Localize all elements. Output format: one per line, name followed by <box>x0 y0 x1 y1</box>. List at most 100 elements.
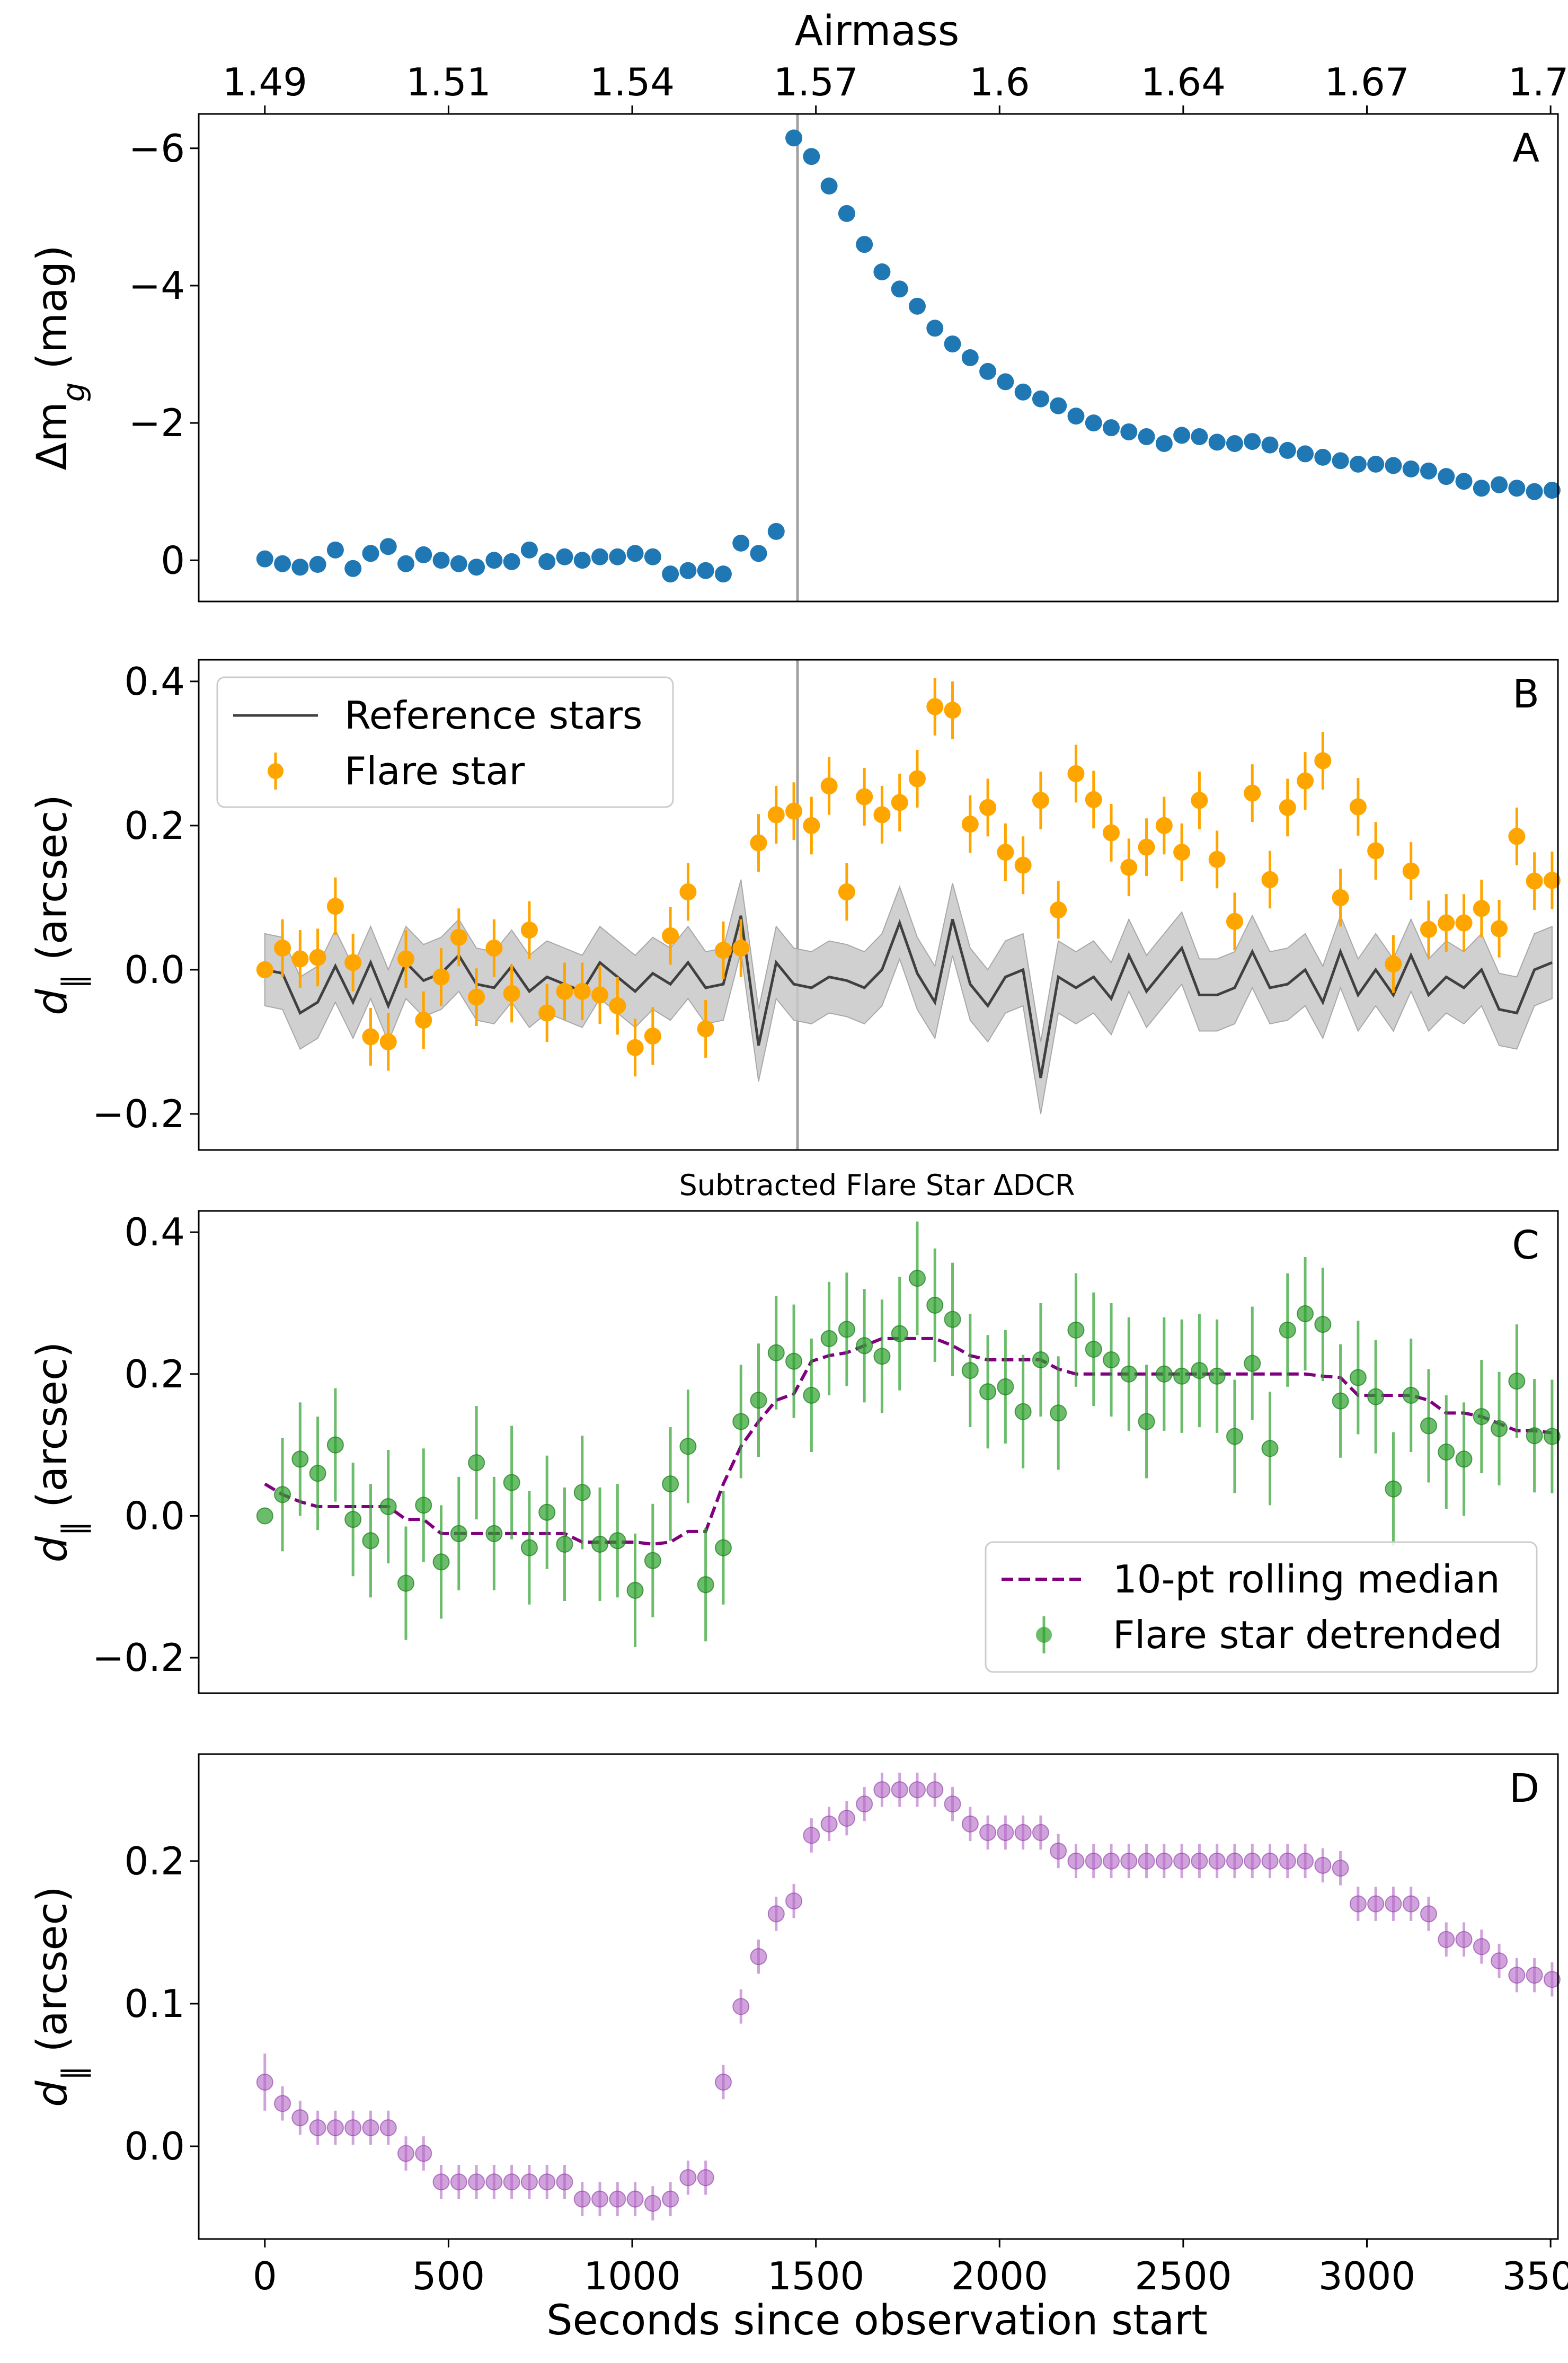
magnitude-point <box>732 534 750 552</box>
flare-star-point <box>1050 901 1067 919</box>
magnitude-point <box>1014 383 1032 401</box>
smoothed-point <box>1067 1852 1085 1870</box>
smoothed-point <box>838 1810 855 1827</box>
detrended-point <box>873 1348 891 1365</box>
smoothed-point <box>538 2173 556 2191</box>
flare-star-point <box>344 954 362 971</box>
magnitude-point <box>1332 452 1349 470</box>
panel-d-xtick-label: 2500 <box>1135 2254 1232 2298</box>
detrended-point <box>1402 1386 1420 1404</box>
flare-star-point <box>362 1028 379 1046</box>
legend-detrended-label: Flare star detrended <box>1113 1613 1502 1657</box>
detrended-point <box>1085 1340 1102 1358</box>
panel-d-xtick-label: 1500 <box>767 2254 864 2298</box>
magnitude-point <box>503 553 520 570</box>
flare-star-point <box>573 983 591 1000</box>
smoothed-point <box>979 1824 997 1842</box>
smoothed-point <box>1155 1852 1173 1870</box>
magnitude-point <box>750 545 767 562</box>
detrended-point <box>732 1413 750 1430</box>
smoothed-point <box>1014 1824 1032 1842</box>
flare-star-point <box>1349 798 1367 816</box>
panel-b-label: B <box>1512 671 1539 717</box>
panel-a-ytick-label: 0 <box>161 538 185 582</box>
flare-star-point <box>714 942 732 959</box>
flare-star-point <box>520 922 538 939</box>
magnitude-point <box>767 523 785 540</box>
detrended-point <box>1473 1408 1490 1426</box>
magnitude-point <box>520 541 538 559</box>
magnitude-point <box>256 550 273 568</box>
panel-b-frame <box>198 659 1559 1151</box>
panel-b-ytick-label: 0.0 <box>124 948 185 992</box>
flare-star-point <box>450 928 467 946</box>
smoothed-point <box>944 1795 961 1813</box>
detrended-point <box>1173 1367 1191 1385</box>
flare-star-point <box>908 770 926 787</box>
detrended-point <box>838 1321 855 1338</box>
flare-star-point <box>1014 856 1032 874</box>
smoothed-point <box>415 2145 432 2162</box>
panel-d-xtick-label: 3000 <box>1318 2254 1415 2298</box>
flare-star-point <box>1420 921 1437 938</box>
smoothed-point <box>1297 1852 1314 1870</box>
detrended-point <box>485 1525 503 1542</box>
magnitude-point <box>1297 445 1314 463</box>
flare-star-point <box>291 950 309 968</box>
smoothed-point <box>1120 1852 1138 1870</box>
magnitude-point <box>1491 476 1508 493</box>
detrended-point <box>556 1535 573 1553</box>
figure-annotations: Airmass Subtracted Flare Star ΔDCR Secon… <box>546 7 1208 2344</box>
magnitude-point <box>609 548 626 565</box>
legend-reference-label: Reference stars <box>344 693 642 738</box>
smoothed-point <box>750 1948 767 1966</box>
detrended-point <box>274 1486 291 1503</box>
magnitude-point <box>1120 423 1138 440</box>
top-axis-title: Airmass <box>795 7 960 55</box>
magnitude-point <box>785 129 803 147</box>
magnitude-point <box>1385 457 1402 474</box>
smoothed-point <box>626 2190 644 2208</box>
panel-d-ytick-label: 0.2 <box>124 1839 185 1883</box>
flare-star-point <box>1367 842 1385 860</box>
panel-d: 0.0 0.1 0.2 d∥ (arcsec) 0 500 1000 1500 2000 2500… <box>29 1753 1568 2298</box>
panel-c-ylabel: d∥ (arcsec) <box>29 1342 92 1563</box>
smoothed-point <box>961 1815 979 1833</box>
magnitude-point <box>1103 419 1120 437</box>
flare-star-point <box>591 986 609 1004</box>
smoothed-point <box>432 2173 450 2191</box>
top-axis-tick-label: 1.64 <box>1141 60 1226 104</box>
magnitude-point <box>856 236 873 253</box>
flare-star-point <box>856 788 873 806</box>
detrended-point <box>326 1436 344 1454</box>
smoothed-point <box>679 2169 697 2187</box>
detrended-point <box>926 1296 944 1314</box>
panel-d-ytick-label: 0.0 <box>124 2124 185 2169</box>
flare-star-point <box>326 898 344 915</box>
flare-star-point <box>1085 791 1102 808</box>
magnitude-point <box>1438 468 1455 485</box>
flare-star-point <box>1543 872 1561 889</box>
flare-star-point <box>979 799 997 816</box>
detrended-point <box>1208 1367 1226 1385</box>
panel-b-ylabel: d∥ (arcsec) <box>29 794 92 1015</box>
smoothed-point <box>591 2190 609 2208</box>
smoothed-point <box>1402 1895 1420 1913</box>
flare-star-point <box>1385 955 1402 973</box>
magnitude-point <box>891 280 908 298</box>
flare-star-point <box>750 834 767 852</box>
smoothed-point <box>644 2194 661 2212</box>
detrended-point <box>626 1581 644 1599</box>
flare-star-point <box>1261 871 1279 888</box>
smoothed-point <box>468 2173 485 2191</box>
panel-c-ytick-label: 0.2 <box>124 1352 185 1396</box>
detrended-point <box>1455 1450 1473 1468</box>
magnitude-point <box>1314 448 1332 466</box>
smoothed-point <box>362 2119 379 2137</box>
detrended-point <box>714 1539 732 1556</box>
smoothed-point <box>785 1892 803 1910</box>
magnitude-point <box>468 559 485 576</box>
smoothed-point <box>609 2190 626 2208</box>
flare-star-point <box>397 950 414 968</box>
flare-star-point <box>820 777 838 795</box>
